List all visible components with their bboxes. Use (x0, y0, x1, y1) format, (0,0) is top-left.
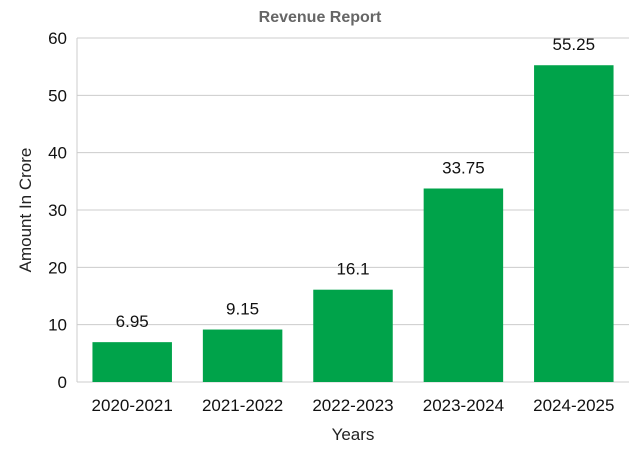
data-labels: 6.95 9.15 16.1 33.75 55.25 (116, 35, 595, 331)
y-tick-label: 20 (48, 258, 67, 277)
x-tick-label: 2020-2021 (92, 396, 173, 415)
x-tick-label: 2021-2022 (202, 396, 283, 415)
data-label: 16.1 (336, 260, 369, 279)
y-tick-label: 50 (48, 86, 67, 105)
y-axis-label: Amount In Crore (16, 148, 35, 273)
y-tick-label: 30 (48, 201, 67, 220)
x-axis-label: Years (332, 425, 375, 444)
bar-2021-2022 (202, 329, 283, 382)
y-tick-label: 10 (48, 316, 67, 335)
x-tick-label: 2022-2023 (312, 396, 393, 415)
bar-2024-2025 (534, 65, 614, 382)
x-tick-labels: 2020-2021 2021-2022 2022-2023 2023-2024 2024… (92, 396, 615, 415)
chart-title: Revenue Report (259, 9, 382, 26)
bar-2022-2023 (313, 289, 393, 382)
x-tick-label: 2024-2025 (533, 396, 614, 415)
data-label: 6.95 (116, 312, 149, 331)
y-tick-label: 40 (48, 144, 67, 163)
y-tick-label: 60 (48, 29, 67, 48)
bar-2023-2024 (423, 188, 504, 382)
y-tick-label: 0 (58, 373, 67, 392)
y-tick-labels: 0 10 20 30 40 50 60 (48, 29, 67, 392)
data-label: 9.15 (226, 300, 259, 319)
bar-2020-2021 (92, 342, 172, 382)
bars (92, 65, 614, 382)
data-label: 55.25 (553, 35, 596, 54)
x-tick-label: 2023-2024 (423, 396, 504, 415)
data-label: 33.75 (442, 159, 485, 178)
